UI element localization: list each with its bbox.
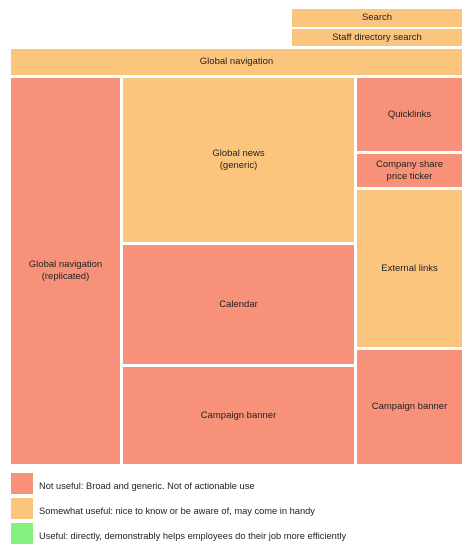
- quicklinks-block: Quicklinks: [357, 78, 462, 151]
- global-news-block: Global news (generic): [123, 78, 354, 242]
- staff-directory-search-block: Staff directory search: [292, 29, 462, 46]
- search-block: Search: [292, 9, 462, 27]
- legend-text-useful: Useful: directly, demonstrably helps emp…: [39, 531, 347, 541]
- legend-swatch-not-useful: [11, 473, 33, 494]
- campaign-banner-right-block: Campaign banner: [357, 350, 462, 464]
- company-share-price-ticker-block: Company share price ticker: [357, 154, 462, 187]
- legend-swatch-somewhat-useful: [11, 498, 33, 519]
- legend-text-not-useful: Not useful: Broad and generic. Not of ac…: [39, 481, 255, 491]
- legend-text-somewhat-useful: Somewhat useful: nice to know or be awar…: [39, 506, 315, 516]
- external-links-block: External links: [357, 190, 462, 347]
- calendar-block: Calendar: [123, 245, 354, 364]
- legend-swatch-useful: [11, 523, 33, 544]
- global-navigation-replicated-block: Global navigation (replicated): [11, 78, 120, 464]
- campaign-banner-center-block: Campaign banner: [123, 367, 354, 464]
- global-navigation-block: Global navigation: [11, 49, 462, 75]
